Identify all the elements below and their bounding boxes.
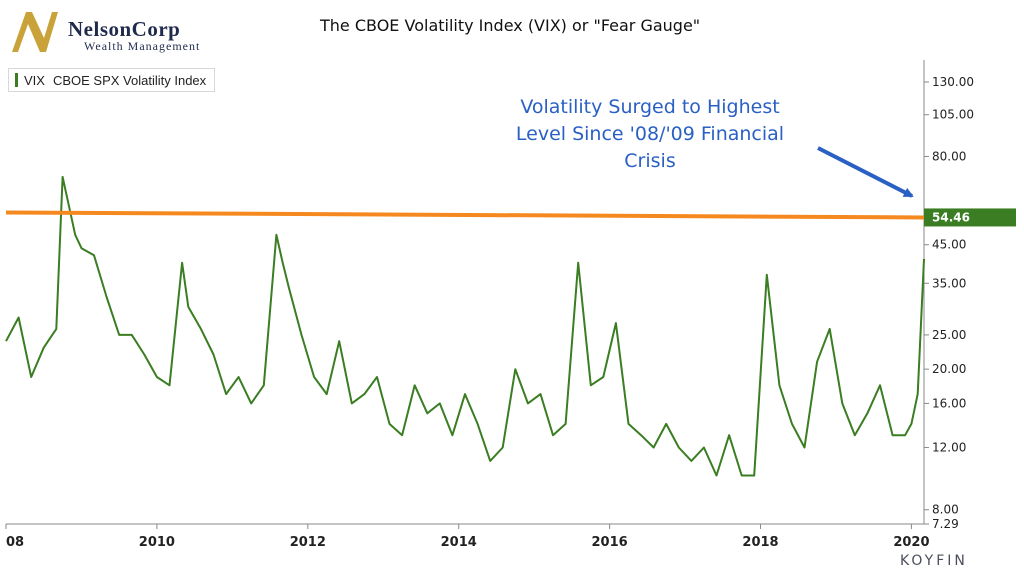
- x-tick-label: 2020: [893, 535, 929, 550]
- y-tick-label: 12.00: [932, 441, 966, 455]
- logo-mark-icon: [12, 12, 58, 52]
- chart-legend[interactable]: VIX CBOE SPX Volatility Index: [8, 68, 216, 92]
- x-tick-label: 2010: [139, 535, 175, 550]
- x-axis-ticks: 08 2010 2012 2014 2016 2018 2020: [5, 524, 930, 550]
- nelsoncorp-logo: NelsonCorp Wealth Management: [6, 8, 236, 54]
- y-tick-label: 45.00: [932, 238, 966, 252]
- y-tick-label: 80.00: [932, 149, 966, 163]
- y-tick-label: 8.00: [932, 503, 959, 517]
- y-tick-label: 35.00: [932, 276, 966, 290]
- annotation-line-3: Crisis: [624, 150, 676, 172]
- vix-series-line[interactable]: [5, 175, 925, 477]
- y-tick-label: 20.00: [932, 362, 966, 376]
- y-tick-label: 7.29: [932, 517, 959, 531]
- y-tick-label: 16.00: [932, 396, 966, 410]
- x-tick-label: 2014: [441, 535, 477, 550]
- legend-series-code: VIX: [24, 72, 45, 88]
- x-tick-label: 2018: [742, 535, 778, 550]
- y-tick-label: 105.00: [932, 108, 974, 122]
- annotation-line-2: Level Since '08/'09 Financial: [515, 123, 785, 145]
- badge-background: [924, 208, 1016, 227]
- x-tick-label: 2016: [592, 535, 628, 550]
- y-tick-label: 130.00: [932, 75, 974, 89]
- annotation-arrow-icon: [817, 146, 914, 198]
- chart-title: The CBOE Volatility Index (VIX) or "Fear…: [320, 16, 701, 35]
- legend-swatch: [15, 73, 18, 87]
- y-axis-ticks: 130.00 105.00 80.00 45.00 35.00 25.00 20.00 16.…: [924, 75, 974, 531]
- annotation-line-1: Volatility Surged to Highest: [520, 96, 780, 118]
- current-value-badge: 54.46: [924, 208, 1016, 227]
- x-tick-label: 08: [6, 535, 24, 550]
- chart-axes: [6, 60, 925, 525]
- x-tick-label: 2012: [290, 535, 326, 550]
- koyfin-brand: KOYFIN: [900, 553, 968, 569]
- badge-value: 54.46: [932, 210, 970, 224]
- legend-series-label: CBOE SPX Volatility Index: [52, 72, 207, 88]
- y-tick-label: 25.00: [932, 328, 966, 342]
- logo-subtitle: Wealth Management: [84, 39, 201, 53]
- logo-name: NelsonCorp: [68, 17, 181, 41]
- reference-line-54-46: [5, 210, 925, 220]
- chart-annotation: Volatility Surged to Highest Level Since…: [480, 94, 820, 175]
